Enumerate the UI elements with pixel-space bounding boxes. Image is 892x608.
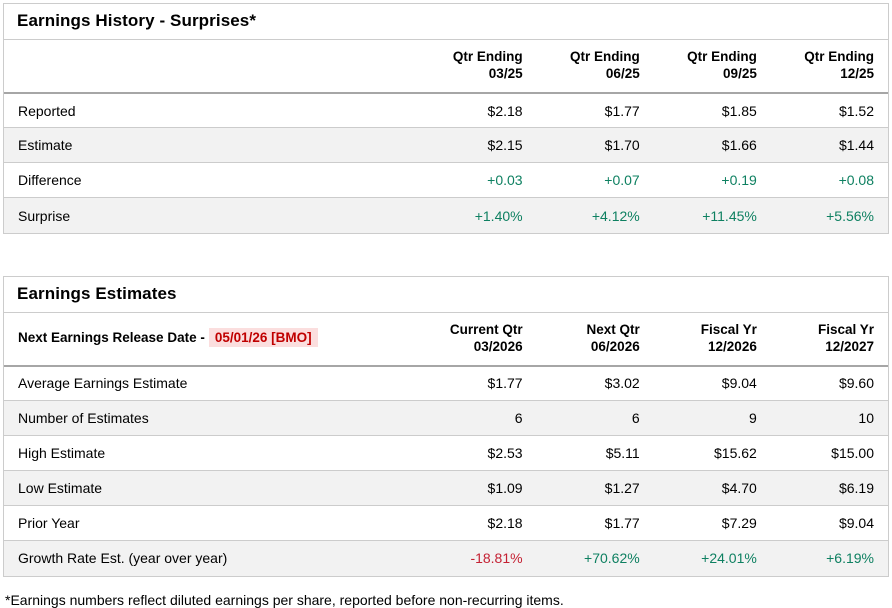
cell-value: $2.18 (487, 102, 523, 119)
table-row-difference: Difference +0.03 +0.07 +0.19 +0.08 (4, 162, 888, 198)
earnings-history-table: Qtr Ending 03/25 Qtr Ending 06/25 Qtr Endi… (4, 40, 888, 233)
cell-value: $1.85 (721, 102, 757, 119)
row-label: Low Estimate (4, 470, 420, 506)
column-header-next-qtr: Next Qtr 06/2026 (536, 312, 654, 367)
column-header-qtr-0325: Qtr Ending 03/25 (419, 40, 537, 94)
table-row-prior-year: Prior Year $2.18 $1.77 $7.29 $9.04 (4, 505, 888, 541)
table-row-number-of-estimates: Number of Estimates 6 6 9 10 (4, 400, 888, 436)
earnings-history-title: Earnings History - Surprises* (4, 4, 888, 40)
cell-value: $1.77 (604, 102, 640, 119)
cell-value: 10 (770, 400, 888, 436)
cell-value: +70.62% (536, 540, 654, 576)
cell-value: $2.18 (419, 505, 537, 541)
column-header-line2: 12/25 (840, 65, 874, 81)
column-header-qtr-0925: Qtr Ending 09/25 (653, 40, 771, 94)
column-header-line2: 06/25 (605, 65, 640, 81)
table-row-estimate: Estimate $2.15 $1.70 $1.66 $1.44 (4, 127, 888, 163)
table-row-reported: Reported $2.18 $1.77 $1.85 $1.52 (4, 93, 888, 128)
cell-value: -18.81% (419, 540, 537, 576)
row-label: Estimate (4, 127, 420, 163)
cell-value: $1.52 (838, 102, 874, 119)
earnings-estimates-table: Next Earnings Release Date -05/01/26 [BM… (4, 312, 888, 576)
header-spacer (4, 40, 420, 94)
row-label: Difference (4, 162, 420, 198)
earnings-history-header-row: Qtr Ending 03/25 Qtr Ending 06/25 Qtr Endi… (4, 40, 888, 94)
column-header-line2: 03/2026 (473, 338, 523, 354)
earnings-estimates-title: Earnings Estimates (4, 277, 888, 313)
cell-value: $7.29 (653, 505, 771, 541)
cell-value: +11.45% (653, 197, 771, 233)
column-header-fiscal-yr-2026: Fiscal Yr 12/2026 (653, 312, 771, 367)
column-header-line1: Current Qtr (449, 321, 523, 337)
cell-value: +24.01% (653, 540, 771, 576)
cell-value: $9.60 (838, 375, 874, 392)
column-header-line2: 09/25 (723, 65, 757, 81)
release-date-value: 05/01/26 [BMO] (208, 328, 318, 348)
earnings-history-panel: Earnings History - Surprises* Qtr Ending… (3, 3, 889, 234)
column-header-qtr-1225: Qtr Ending 12/25 (770, 40, 888, 94)
cell-value: $15.00 (770, 435, 888, 471)
column-header-line1: Qtr Ending (569, 49, 640, 64)
row-label: High Estimate (4, 435, 420, 471)
table-row-high-estimate: High Estimate $2.53 $5.11 $15.62 $15.00 (4, 435, 888, 471)
column-header-line1: Qtr Ending (687, 49, 757, 64)
cell-value: $9.04 (721, 375, 757, 392)
release-date-label: Next Earnings Release Date - (18, 330, 205, 346)
cell-value: $15.62 (653, 435, 771, 471)
cell-value: $1.66 (653, 127, 771, 163)
column-header-line2: 12/2027 (825, 338, 874, 354)
column-header-line1: Next Qtr (586, 321, 640, 337)
column-header-fiscal-yr-2027: Fiscal Yr 12/2027 (770, 312, 888, 367)
cell-value: $5.11 (536, 435, 654, 471)
cell-value: $1.77 (536, 505, 654, 541)
cell-value: $1.44 (770, 127, 888, 163)
table-row-average-earnings-estimate: Average Earnings Estimate $1.77 $3.02 $9… (4, 366, 888, 401)
row-label: Growth Rate Est. (year over year) (4, 540, 420, 576)
cell-value: $1.77 (487, 375, 523, 392)
cell-value: +4.12% (536, 197, 654, 233)
cell-value: +5.56% (770, 197, 888, 233)
column-header-current-qtr: Current Qtr 03/2026 (419, 312, 537, 367)
table-row-low-estimate: Low Estimate $1.09 $1.27 $4.70 $6.19 (4, 470, 888, 506)
cell-value: $9.04 (770, 505, 888, 541)
cell-value: +0.08 (770, 162, 888, 198)
cell-value: +0.07 (536, 162, 654, 198)
cell-value: +0.03 (419, 162, 537, 198)
column-header-line1: Qtr Ending (452, 49, 523, 64)
cell-value: 9 (653, 400, 771, 436)
earnings-estimates-header-row: Next Earnings Release Date -05/01/26 [BM… (4, 312, 888, 367)
cell-value: $6.19 (770, 470, 888, 506)
cell-value: $1.09 (419, 470, 537, 506)
column-header-qtr-0625: Qtr Ending 06/25 (536, 40, 654, 94)
cell-value: +6.19% (770, 540, 888, 576)
table-row-growth-rate: Growth Rate Est. (year over year) -18.81… (4, 540, 888, 576)
row-label: Average Earnings Estimate (18, 375, 188, 392)
earnings-estimates-panel: Earnings Estimates Next Earnings Release… (3, 275, 889, 577)
cell-value: +1.40% (419, 197, 537, 233)
cell-value: +0.19 (653, 162, 771, 198)
column-header-line2: 03/25 (488, 65, 523, 81)
cell-value: 6 (419, 400, 537, 436)
cell-value: $3.02 (604, 375, 640, 392)
cell-value: 6 (536, 400, 654, 436)
cell-value: $2.15 (419, 127, 537, 163)
row-label: Prior Year (4, 505, 420, 541)
column-header-line1: Fiscal Yr (817, 321, 874, 337)
column-header-line1: Fiscal Yr (700, 321, 757, 337)
cell-value: $4.70 (653, 470, 771, 506)
row-label: Number of Estimates (4, 400, 420, 436)
cell-value: $1.27 (536, 470, 654, 506)
column-header-line1: Qtr Ending (804, 49, 874, 64)
table-row-surprise: Surprise +1.40% +4.12% +11.45% +5.56% (4, 197, 888, 233)
column-header-line2: 06/2026 (590, 338, 640, 354)
next-earnings-release-date: Next Earnings Release Date -05/01/26 [BM… (4, 312, 420, 367)
column-header-line2: 12/2026 (708, 338, 757, 354)
cell-value: $1.70 (536, 127, 654, 163)
earnings-footnote: *Earnings numbers reflect diluted earnin… (5, 591, 564, 608)
row-label: Reported (18, 102, 76, 119)
cell-value: $2.53 (419, 435, 537, 471)
row-label: Surprise (4, 197, 420, 233)
